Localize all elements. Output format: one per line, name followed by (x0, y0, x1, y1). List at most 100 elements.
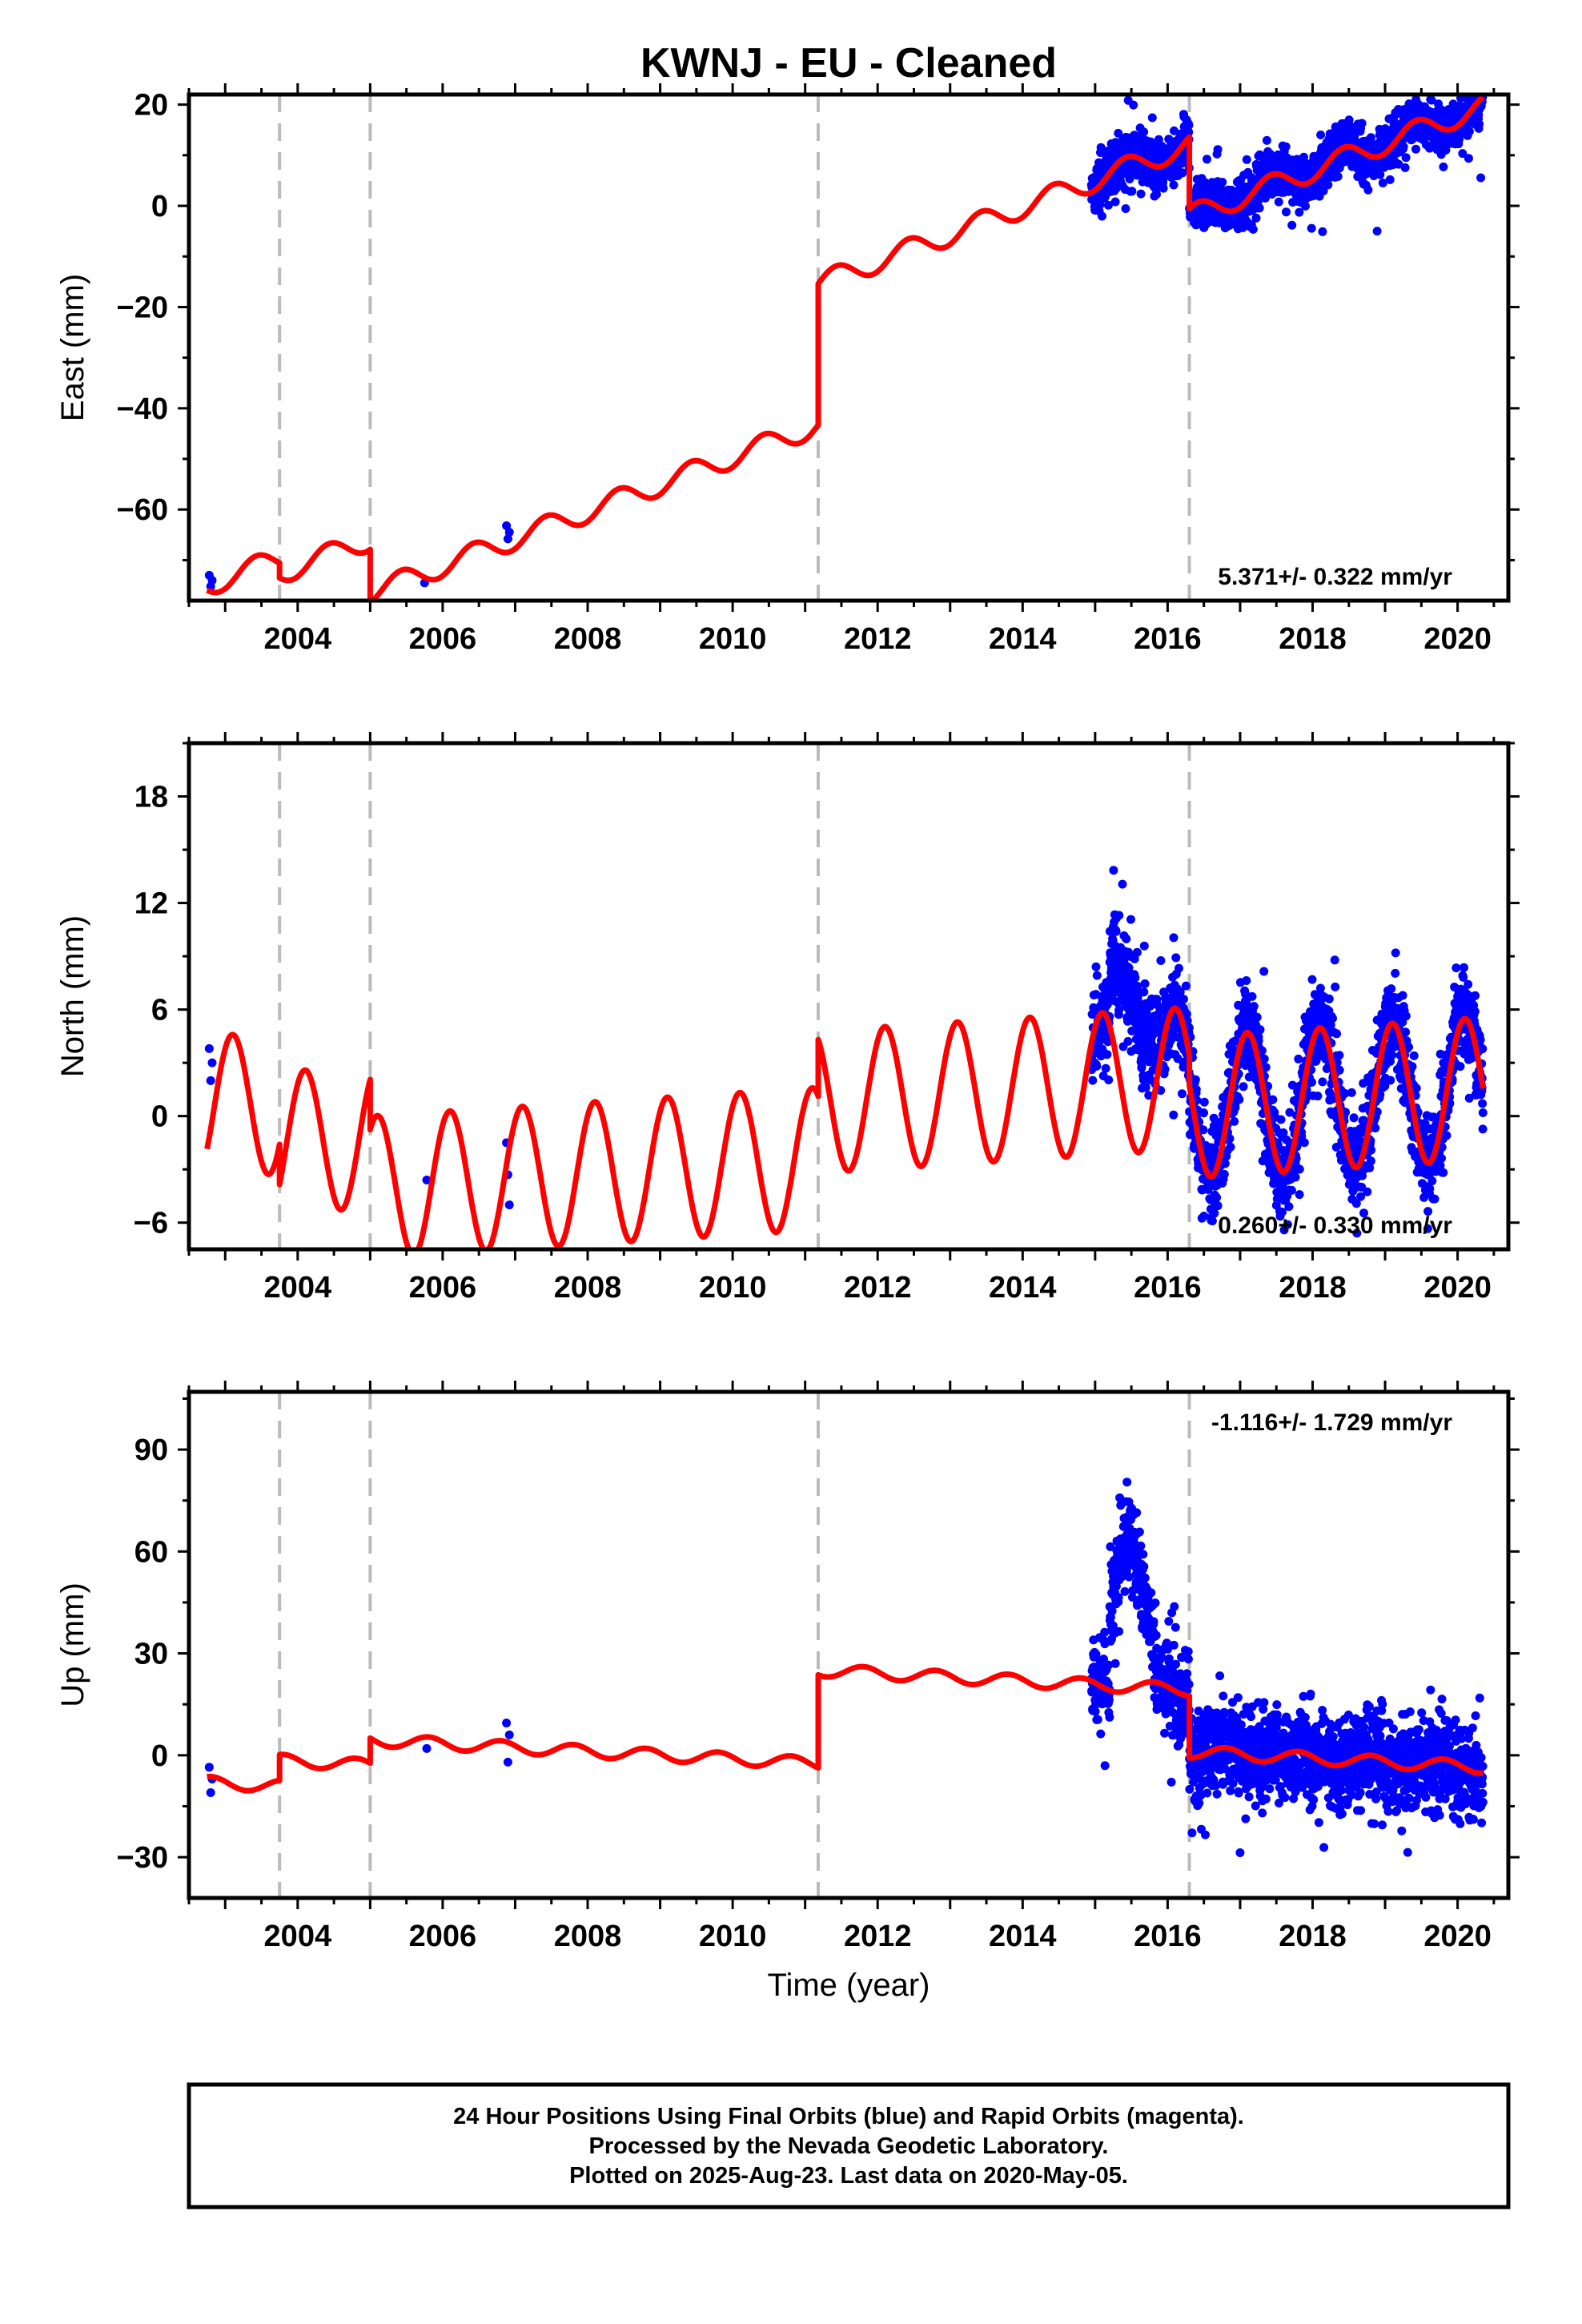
up-panel: 2004 2006 2008 2010 2012 2014 2016 2018 2020−300… (55, 1381, 1520, 1953)
observation-point (1098, 211, 1106, 221)
observation-point (1307, 223, 1316, 233)
observation-point (1470, 1007, 1480, 1016)
observation-point (1160, 1064, 1170, 1074)
observation-point (1479, 84, 1488, 93)
x-tick-label: 2012 (844, 1271, 912, 1305)
observation-point (1179, 995, 1188, 1004)
y-tick-label: −20 (117, 291, 168, 324)
observation-point (1104, 1695, 1114, 1705)
observation-point (1212, 1192, 1222, 1202)
observation-point (206, 1788, 215, 1798)
observation-point (1331, 982, 1340, 991)
plot-area (204, 1392, 1488, 1898)
observation-point (1411, 144, 1420, 154)
observation-point (1385, 175, 1395, 184)
observation-point (1139, 1562, 1149, 1571)
observation-point (1191, 1084, 1201, 1094)
observation-point (1476, 173, 1486, 183)
observation-point (1129, 100, 1138, 110)
observation-point (1366, 1156, 1375, 1166)
observation-point (1184, 1679, 1194, 1689)
observation-point (1100, 1761, 1110, 1771)
observation-point (1219, 1691, 1228, 1701)
observation-point (503, 1757, 512, 1767)
observation-point (1164, 1617, 1174, 1626)
observation-point (1255, 1025, 1265, 1035)
observation-point (1401, 1027, 1411, 1037)
observation-point (1199, 1097, 1209, 1107)
observation-point (1225, 1134, 1235, 1144)
observation-point (1103, 200, 1113, 210)
observation-point (1122, 1478, 1132, 1487)
observation-point (1274, 197, 1283, 207)
observation-point (1146, 1588, 1156, 1598)
east-panel: 2004 2006 2008 2010 2012 2014 2016 2018 2020−60−… (55, 83, 1520, 656)
observation-point (1391, 948, 1400, 958)
observation-point (1160, 1728, 1170, 1738)
observation-point (503, 534, 512, 544)
observation-point (1184, 127, 1194, 137)
observation-point (1183, 1655, 1193, 1664)
observation-point (1400, 163, 1410, 172)
observation-point (1294, 1054, 1303, 1063)
observation-point (504, 528, 514, 537)
observation-point (1137, 1062, 1146, 1072)
observation-point (1230, 1116, 1239, 1126)
y-tick-label: −6 (134, 1207, 168, 1240)
observation-point (1452, 963, 1461, 973)
observation-point (1175, 987, 1185, 997)
observation-point (1283, 1220, 1292, 1229)
observation-point (1111, 927, 1121, 936)
observation-point (1166, 1777, 1176, 1787)
observation-point (1220, 1159, 1230, 1168)
observation-point (1478, 1108, 1488, 1117)
observation-point (1252, 1012, 1262, 1022)
observation-point (1150, 1598, 1160, 1608)
observation-point (1169, 1110, 1178, 1120)
observation-point (1287, 220, 1297, 230)
x-tick-label: 2014 (989, 1271, 1057, 1305)
observation-point (1136, 189, 1146, 199)
observation-point (1213, 145, 1223, 155)
observation-point (1134, 1527, 1144, 1537)
observation-point (1114, 1005, 1124, 1015)
observation-point (1387, 1051, 1397, 1059)
observation-point (502, 1719, 512, 1728)
observation-point (1471, 991, 1480, 1000)
observation-point (1259, 1054, 1269, 1063)
observation-point (1118, 879, 1127, 889)
observation-point (1109, 866, 1118, 875)
observation-point (1239, 1082, 1248, 1092)
observation-point (1139, 127, 1149, 137)
observation-point (502, 521, 512, 530)
x-tick-label: 2014 (989, 622, 1057, 656)
observation-point (1399, 142, 1408, 151)
observation-point (1088, 1076, 1098, 1085)
observation-point (1123, 1036, 1133, 1046)
observation-point (1139, 941, 1149, 951)
observation-point (1110, 197, 1120, 207)
observation-point (1332, 1029, 1341, 1039)
x-tick-label: 2016 (1134, 1271, 1202, 1305)
observation-point (1092, 971, 1102, 980)
observation-point (1248, 224, 1258, 234)
observation-point (1249, 1002, 1259, 1011)
observation-point (1427, 1176, 1437, 1186)
observation-point (1367, 1145, 1376, 1155)
y-tick-label: −60 (117, 493, 168, 527)
observation-point (1171, 1659, 1180, 1669)
observation-point (1262, 135, 1271, 145)
x-tick-label: 2018 (1279, 1271, 1347, 1305)
y-axis-label: North (mm) (55, 915, 90, 1077)
x-tick-label: 2010 (699, 622, 767, 656)
observation-point (1191, 1075, 1200, 1084)
observation-point (1121, 204, 1130, 213)
x-tick-label: 2006 (409, 622, 477, 656)
observation-point (1316, 131, 1326, 139)
observation-point (1152, 190, 1161, 199)
observation-point (1102, 1050, 1112, 1059)
x-tick-label: 2008 (554, 622, 622, 656)
observation-point (207, 576, 217, 585)
